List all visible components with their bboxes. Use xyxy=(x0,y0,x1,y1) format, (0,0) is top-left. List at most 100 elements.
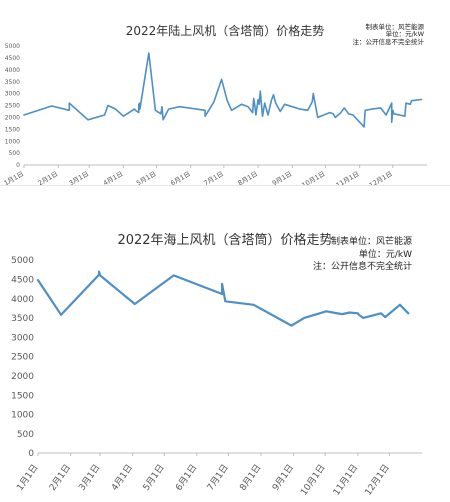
data-point xyxy=(204,110,205,111)
data-point xyxy=(365,110,366,111)
data-point xyxy=(380,313,381,314)
x-tick-label: 3月1日 xyxy=(77,462,103,492)
y-tick-label: 1000 xyxy=(5,138,20,145)
data-point xyxy=(352,114,353,115)
data-point xyxy=(262,116,263,117)
x-tick-label: 6月1日 xyxy=(173,462,199,492)
data-point xyxy=(241,104,242,105)
x-tick-label: 12月1日 xyxy=(363,462,392,497)
data-point xyxy=(348,113,349,114)
price-series-line xyxy=(36,270,410,327)
y-tick-label: 4000 xyxy=(11,295,34,305)
chart-note-lines: 制表单位：风芒能源 单位：元/kW 注：公开信息不完全统计 xyxy=(313,236,412,274)
data-point xyxy=(134,108,135,109)
y-tick-label: 2000 xyxy=(11,372,34,382)
data-point xyxy=(163,119,164,120)
data-point xyxy=(291,325,292,326)
data-point xyxy=(333,113,334,114)
y-tick-label: 1000 xyxy=(11,411,34,421)
data-point xyxy=(393,113,394,114)
data-point xyxy=(371,108,372,109)
data-point xyxy=(155,110,156,111)
y-tick-label: 2000 xyxy=(5,115,20,122)
data-point xyxy=(255,114,256,115)
data-point xyxy=(349,312,350,313)
data-point xyxy=(280,111,281,112)
x-tick-label: 6月1日 xyxy=(169,170,191,185)
data-point xyxy=(342,313,343,314)
data-point xyxy=(37,279,38,280)
chart-title: 2022年陆上风机（含塔筒）价格走势 xyxy=(125,24,325,38)
data-point xyxy=(160,113,161,114)
data-point xyxy=(271,100,272,101)
data-point xyxy=(357,313,358,314)
data-point xyxy=(253,304,254,305)
x-tick-label: 9月1日 xyxy=(271,170,293,185)
data-point xyxy=(275,103,276,104)
data-point xyxy=(123,116,124,117)
data-point xyxy=(99,275,100,276)
chart-note-producer: 制表单位：风芒能源 xyxy=(365,23,425,31)
data-point xyxy=(98,274,99,275)
x-tick-label: 10月1日 xyxy=(298,462,327,497)
y-tick-label: 5000 xyxy=(11,256,34,266)
x-tick-label: 11月1日 xyxy=(335,170,361,185)
data-point xyxy=(405,103,406,104)
data-point xyxy=(404,116,405,117)
data-point xyxy=(408,313,409,314)
y-tick-label: 500 xyxy=(17,430,34,440)
data-point xyxy=(304,317,305,318)
x-tick-label: 2月1日 xyxy=(37,170,59,185)
onshore-chart-svg: 0 500 1000 1500 2000 2500 3000 3500 4000 4500 5000… xyxy=(3,43,427,185)
data-point xyxy=(257,99,258,100)
data-point xyxy=(225,301,226,302)
data-point xyxy=(307,110,308,111)
data-point xyxy=(363,126,364,127)
data-point xyxy=(227,100,228,101)
x-tick-label: 8月1日 xyxy=(238,462,264,492)
x-tick-label: 2月1日 xyxy=(47,462,73,492)
y-tick-label: 2500 xyxy=(11,353,34,363)
y-tick-label: 4500 xyxy=(5,55,20,62)
data-point xyxy=(222,293,223,294)
data-point xyxy=(61,314,62,315)
data-point xyxy=(362,317,363,318)
data-point xyxy=(340,313,341,314)
x-tick-label: 9月1日 xyxy=(270,462,296,492)
y-tick-label: 5000 xyxy=(5,43,20,50)
data-point xyxy=(115,108,116,109)
data-point xyxy=(138,112,139,113)
data-point xyxy=(317,117,318,118)
data-point xyxy=(340,112,341,113)
x-tick-label: 1月1日 xyxy=(3,170,25,185)
data-point xyxy=(168,108,169,109)
data-point xyxy=(335,117,336,118)
data-point xyxy=(312,101,313,102)
y-tick-label: 4500 xyxy=(11,275,34,285)
x-tick-label: 11月1日 xyxy=(331,462,360,497)
chart-note-lines: 制表单位：风芒能源 单位：元/kW 注：公开信息不完全统计 xyxy=(353,23,425,46)
data-point xyxy=(421,99,422,100)
data-point xyxy=(107,105,108,106)
data-point xyxy=(386,114,387,115)
chart-note-producer: 制表单位：风芒能源 xyxy=(330,237,412,247)
x-tick-label: 4月1日 xyxy=(109,462,135,492)
data-point xyxy=(222,283,223,284)
data-point xyxy=(139,108,140,109)
chart-title: 2022年海上风机（含塔筒）价格走势 xyxy=(117,233,333,248)
data-point xyxy=(313,93,314,94)
x-tick-label: 7月1日 xyxy=(205,462,231,492)
y-tick-label: 3000 xyxy=(11,333,34,343)
data-point xyxy=(391,103,392,104)
y-tick-label: 1500 xyxy=(11,391,34,401)
chart-note-unit: 单位：元/kW xyxy=(385,30,424,39)
data-point xyxy=(273,94,274,95)
data-point xyxy=(385,317,386,318)
data-point xyxy=(284,104,285,105)
data-point xyxy=(358,314,359,315)
data-point xyxy=(51,105,52,106)
x-tick-label: 5月1日 xyxy=(141,462,167,492)
x-tick-label: 5月1日 xyxy=(135,170,157,185)
data-point xyxy=(69,110,70,111)
data-point xyxy=(213,101,214,102)
